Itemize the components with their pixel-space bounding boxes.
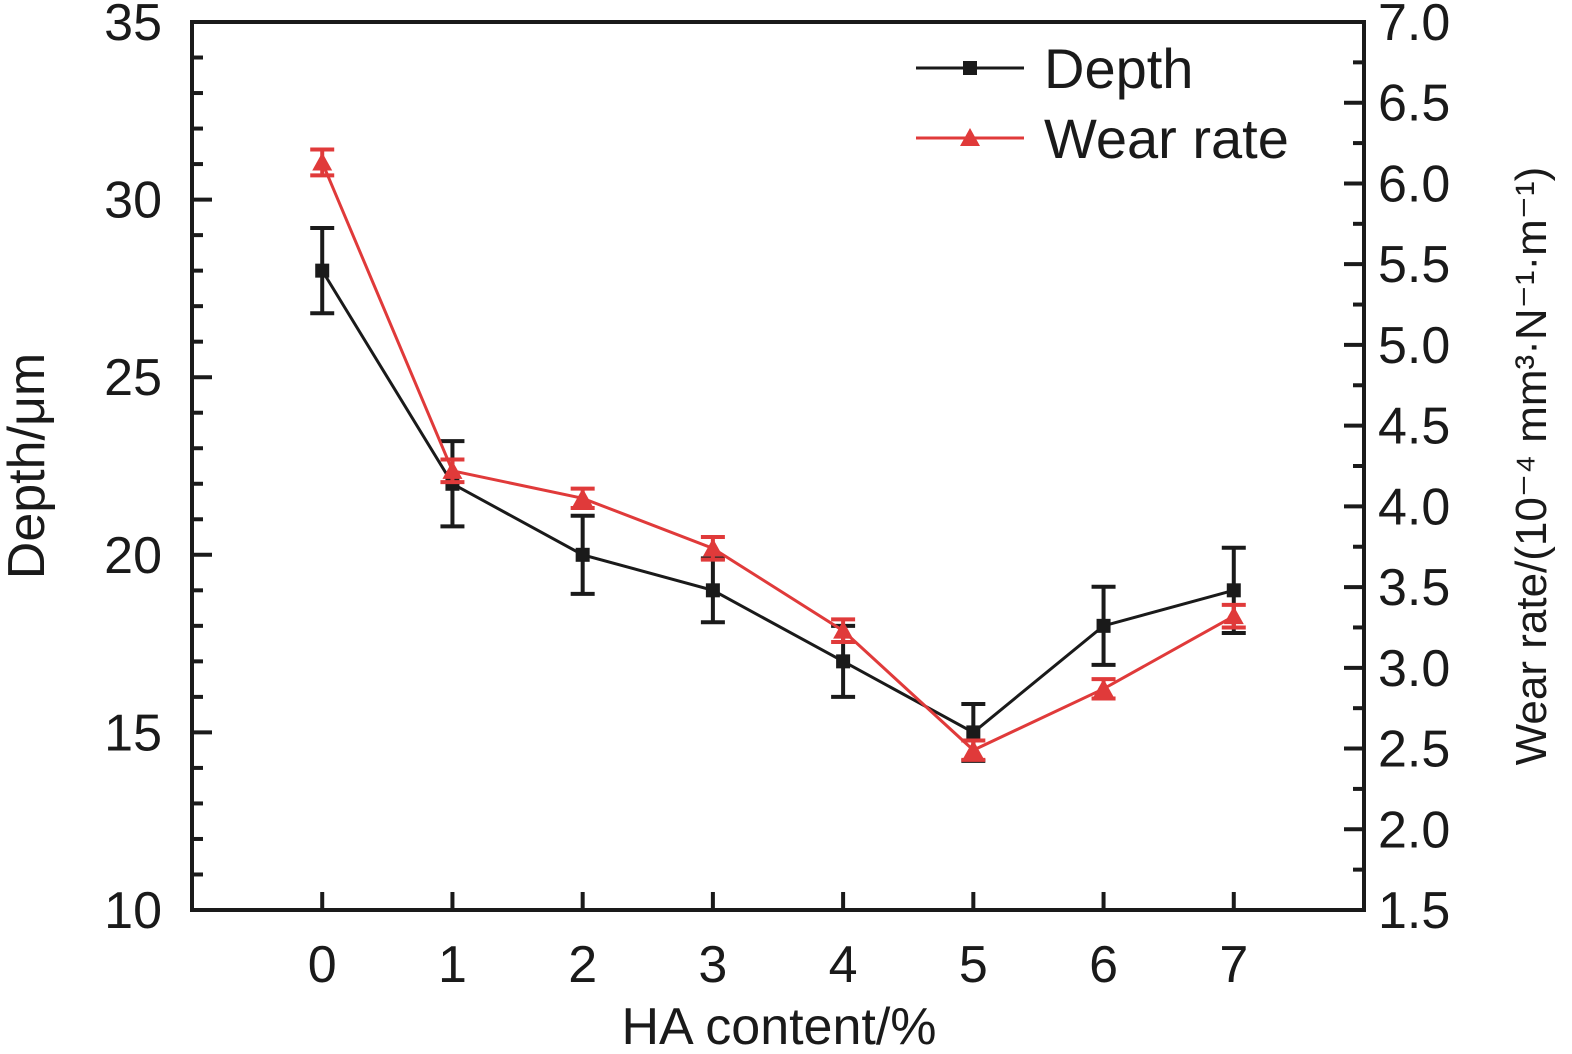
y-right-tick-label: 4.0 [1378,478,1450,536]
y-axis-right-title: Wear rate/(10⁻⁴ mm³·N⁻¹·m⁻¹) [1507,167,1556,766]
data-point-triangle [1223,606,1244,625]
data-point-triangle [1093,678,1114,697]
data-series [310,147,1246,763]
y-left-tick-label: 10 [104,882,162,940]
data-point-square [575,547,590,562]
data-point-triangle [442,460,463,479]
y-right-tick-label: 3.0 [1378,640,1450,698]
data-point-triangle [702,538,723,557]
legend-label-depth: Depth [1044,37,1193,100]
x-tick-label: 4 [829,936,858,994]
x-tick-label: 7 [1219,936,1248,994]
legend-marker-triangle [960,128,980,146]
y-left-tick-label: 15 [104,704,162,762]
x-tick-label: 6 [1089,936,1118,994]
x-tick-label: 2 [568,936,597,994]
y-right-tick-label: 2.0 [1378,801,1450,859]
x-tick-label: 3 [698,936,727,994]
y-axis-left-title: Depth/μm [0,353,56,579]
y-right-tick-label: 5.5 [1378,236,1450,294]
data-point-triangle [833,620,854,639]
y-right-tick-label: 6.0 [1378,155,1450,213]
y-right-tick-label: 4.5 [1378,398,1450,456]
data-point-square [836,654,851,669]
series-line-depth [320,269,1235,735]
y-right-tick-label: 1.5 [1378,882,1450,940]
data-point-square [1226,583,1241,598]
data-point-square [315,263,330,278]
x-tick-label: 0 [308,936,337,994]
y-left-tick-label: 25 [104,349,162,407]
series-wear-rate [310,147,1246,762]
y-left-tick-label: 35 [104,0,162,52]
data-point-triangle [572,488,593,507]
data-point-square [1096,618,1111,633]
legend-marker-square [963,61,977,75]
y-right-tick-label: 6.5 [1378,75,1450,133]
y-right-tick-label: 3.5 [1378,559,1450,617]
data-point-triangle [312,152,333,171]
axes: 0 1 2 3 4 5 6 7 10 15 20 25 30 35 1.5 2.0 2.5 3.0 3.5 4.0 4.… [104,0,1450,994]
x-tick-label: 5 [959,936,988,994]
data-point-square [705,583,720,598]
y-right-tick-label: 2.5 [1378,721,1450,779]
series-line-wear-rate [320,161,1235,752]
x-axis-title: HA content/% [621,998,936,1054]
y-right-tick-label: 7.0 [1378,0,1450,52]
legend: Depth Wear rate [916,37,1289,170]
y-left-tick-label: 20 [104,527,162,585]
legend-label-wear-rate: Wear rate [1044,107,1289,170]
y-left-tick-label: 30 [104,172,162,230]
data-point-square [966,725,981,740]
x-tick-label: 1 [438,936,467,994]
y-right-tick-label: 5.0 [1378,317,1450,375]
data-point-triangle [963,740,984,759]
